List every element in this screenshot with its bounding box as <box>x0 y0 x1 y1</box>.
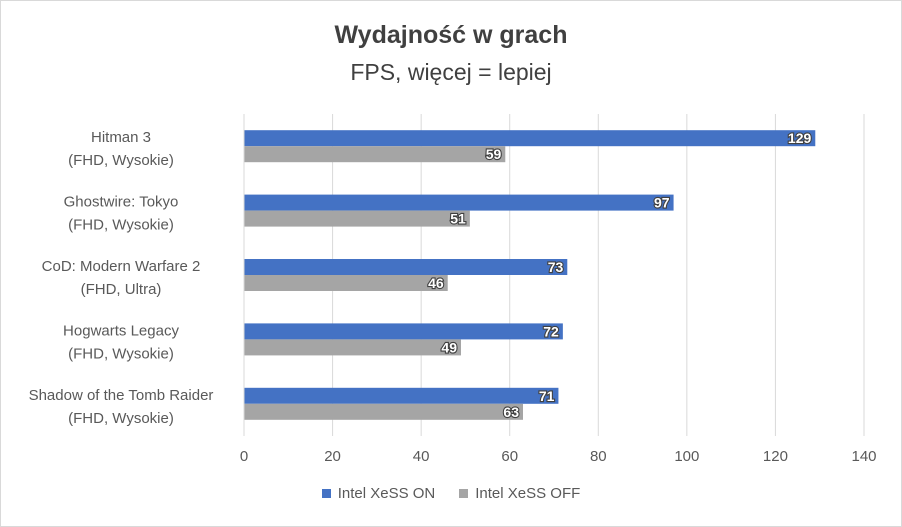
x-tick-label-4: 80 <box>590 448 607 465</box>
bar-3-series-0 <box>244 323 563 340</box>
data-label-3-series-1: 49 <box>441 339 457 355</box>
x-tick-label-2: 40 <box>413 448 430 465</box>
bar-0-series-0 <box>244 130 816 147</box>
bar-0-series-1 <box>244 146 506 163</box>
data-label-4-series-1: 63 <box>503 404 519 420</box>
data-label-1-series-1: 51 <box>450 211 466 227</box>
category-label-2-line-1: (FHD, Ultra) <box>81 281 162 298</box>
category-label-4-line-1: (FHD, Wysokie) <box>68 410 174 427</box>
legend: Intel XeSS ON Intel XeSS OFF <box>1 485 901 502</box>
x-tick-label-5: 100 <box>674 448 699 465</box>
x-tick-label-0: 0 <box>240 448 248 465</box>
legend-item-0: Intel XeSS ON <box>321 485 436 502</box>
legend-swatch-0 <box>321 489 331 498</box>
data-label-2-series-0: 73 <box>548 259 564 275</box>
bar-1-series-0 <box>244 194 674 211</box>
data-label-0-series-0: 129 <box>788 130 812 146</box>
data-label-1-series-0: 97 <box>654 195 670 211</box>
category-label-3-line-1: (FHD, Wysokie) <box>68 345 174 362</box>
category-label-0-line-1: (FHD, Wysokie) <box>68 152 174 169</box>
legend-swatch-1 <box>459 489 469 498</box>
x-tick-label-1: 20 <box>324 448 341 465</box>
bar-4-series-0 <box>244 387 559 404</box>
legend-label-1: Intel XeSS OFF <box>475 485 581 502</box>
legend-label-0: Intel XeSS ON <box>337 485 436 502</box>
legend-item-1: Intel XeSS OFF <box>459 485 580 502</box>
bar-2-series-0 <box>244 259 568 275</box>
data-label-3-series-0: 72 <box>543 323 559 339</box>
x-tick-label-3: 60 <box>501 448 518 465</box>
bar-2-series-1 <box>244 275 448 291</box>
data-label-4-series-0: 71 <box>539 388 555 404</box>
bar-3-series-1 <box>244 339 461 356</box>
category-label-2-line-0: CoD: Modern Warfare 2 <box>42 258 201 275</box>
data-label-0-series-1: 59 <box>486 146 502 162</box>
category-label-4-line-0: Shadow of the Tomb Raider <box>29 387 214 404</box>
category-label-1-line-0: Ghostwire: Tokyo <box>64 194 179 211</box>
bar-1-series-1 <box>244 210 470 227</box>
bar-4-series-1 <box>244 403 523 420</box>
x-tick-label-7: 140 <box>851 448 876 465</box>
chart-title: Wydajność w grach <box>334 21 568 49</box>
category-label-3-line-0: Hogwarts Legacy <box>63 322 179 339</box>
x-tick-label-6: 120 <box>763 448 788 465</box>
category-label-0-line-0: Hitman 3 <box>91 129 151 146</box>
category-label-1-line-1: (FHD, Wysokie) <box>68 217 174 234</box>
data-label-2-series-1: 46 <box>428 275 444 291</box>
chart-subtitle: FPS, więcej = lepiej <box>350 59 552 85</box>
